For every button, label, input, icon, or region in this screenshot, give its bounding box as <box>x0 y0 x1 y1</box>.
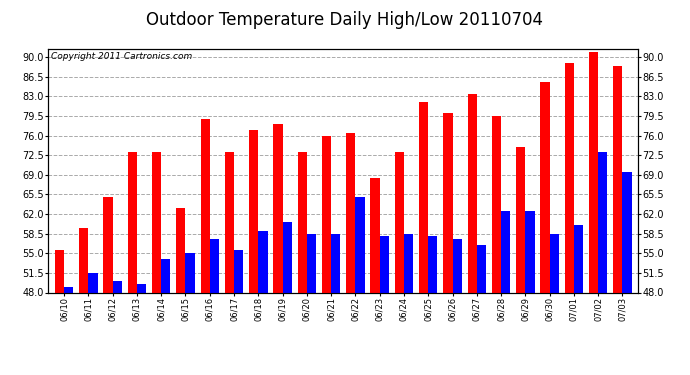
Bar <box>322 136 331 292</box>
Bar <box>540 82 550 292</box>
Bar <box>176 209 186 292</box>
Text: Copyright 2011 Cartronics.com: Copyright 2011 Cartronics.com <box>51 53 193 62</box>
Bar <box>64 287 73 292</box>
Text: Outdoor Temperature Daily High/Low 20110704: Outdoor Temperature Daily High/Low 20110… <box>146 11 544 29</box>
Bar <box>201 119 210 292</box>
Bar <box>283 222 292 292</box>
Bar <box>234 251 244 292</box>
Bar <box>137 284 146 292</box>
Bar <box>395 152 404 292</box>
Bar <box>104 197 112 292</box>
Bar <box>186 253 195 292</box>
Bar <box>443 113 453 292</box>
Bar <box>55 251 64 292</box>
Bar <box>453 239 462 292</box>
Bar <box>128 152 137 292</box>
Bar <box>371 178 380 292</box>
Bar <box>249 130 258 292</box>
Bar <box>273 124 283 292</box>
Bar <box>331 234 340 292</box>
Bar <box>307 234 316 292</box>
Bar <box>346 133 355 292</box>
Bar <box>468 94 477 292</box>
Bar <box>622 172 632 292</box>
Bar <box>380 237 389 292</box>
Bar <box>225 152 234 292</box>
Bar <box>477 245 486 292</box>
Bar <box>355 197 364 292</box>
Bar <box>589 51 598 292</box>
Bar <box>598 152 607 292</box>
Bar <box>419 102 428 292</box>
Bar <box>564 63 574 292</box>
Bar <box>161 259 170 292</box>
Bar <box>210 239 219 292</box>
Bar <box>297 152 307 292</box>
Bar <box>428 237 437 292</box>
Bar <box>88 273 97 292</box>
Bar <box>574 225 583 292</box>
Bar <box>404 234 413 292</box>
Bar <box>525 211 535 292</box>
Bar <box>492 116 501 292</box>
Bar <box>258 231 268 292</box>
Bar <box>550 234 559 292</box>
Bar <box>152 152 161 292</box>
Bar <box>516 147 525 292</box>
Bar <box>613 66 622 292</box>
Bar <box>79 228 88 292</box>
Bar <box>501 211 511 292</box>
Bar <box>112 281 122 292</box>
